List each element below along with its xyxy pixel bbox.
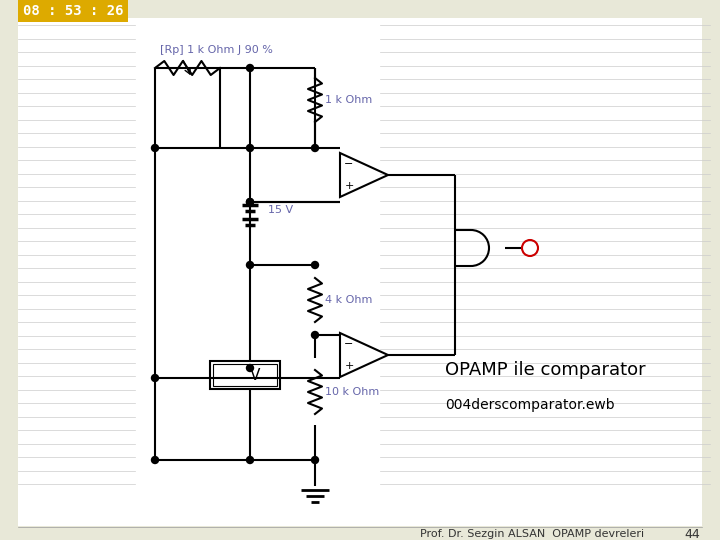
Text: Prof. Dr. Sezgin ALSAN  OPAMP devreleri: Prof. Dr. Sezgin ALSAN OPAMP devreleri: [420, 529, 644, 539]
Text: 4 k Ohm: 4 k Ohm: [325, 295, 372, 305]
Text: OPAMP ile comparator: OPAMP ile comparator: [445, 361, 646, 379]
Bar: [210, 361, 280, 389]
Text: 10 k Ohm: 10 k Ohm: [325, 387, 379, 397]
Circle shape: [246, 145, 253, 152]
Circle shape: [151, 456, 158, 463]
Bar: [213, 364, 277, 386]
Circle shape: [246, 199, 253, 206]
Text: V: V: [250, 368, 260, 382]
Circle shape: [246, 199, 253, 206]
Circle shape: [246, 456, 253, 463]
Circle shape: [246, 261, 253, 268]
Circle shape: [246, 64, 253, 71]
Circle shape: [312, 456, 318, 463]
Circle shape: [312, 261, 318, 268]
Text: 44: 44: [684, 528, 700, 540]
Text: 1 k Ohm: 1 k Ohm: [325, 95, 372, 105]
Circle shape: [312, 145, 318, 152]
Text: −: −: [344, 339, 354, 349]
Circle shape: [312, 332, 318, 339]
Text: +: +: [344, 181, 354, 191]
Circle shape: [151, 375, 158, 381]
Text: 08 : 53 : 26: 08 : 53 : 26: [23, 4, 123, 18]
Text: 15 V: 15 V: [268, 205, 293, 215]
Bar: [18, 0, 128, 22]
Circle shape: [151, 145, 158, 152]
Text: [Rp] 1 k Ohm J 90 %: [Rp] 1 k Ohm J 90 %: [160, 45, 273, 55]
Text: −: −: [344, 159, 354, 169]
Circle shape: [246, 364, 253, 372]
Text: +: +: [344, 361, 354, 371]
Text: 004derscomparator.ewb: 004derscomparator.ewb: [445, 398, 615, 412]
